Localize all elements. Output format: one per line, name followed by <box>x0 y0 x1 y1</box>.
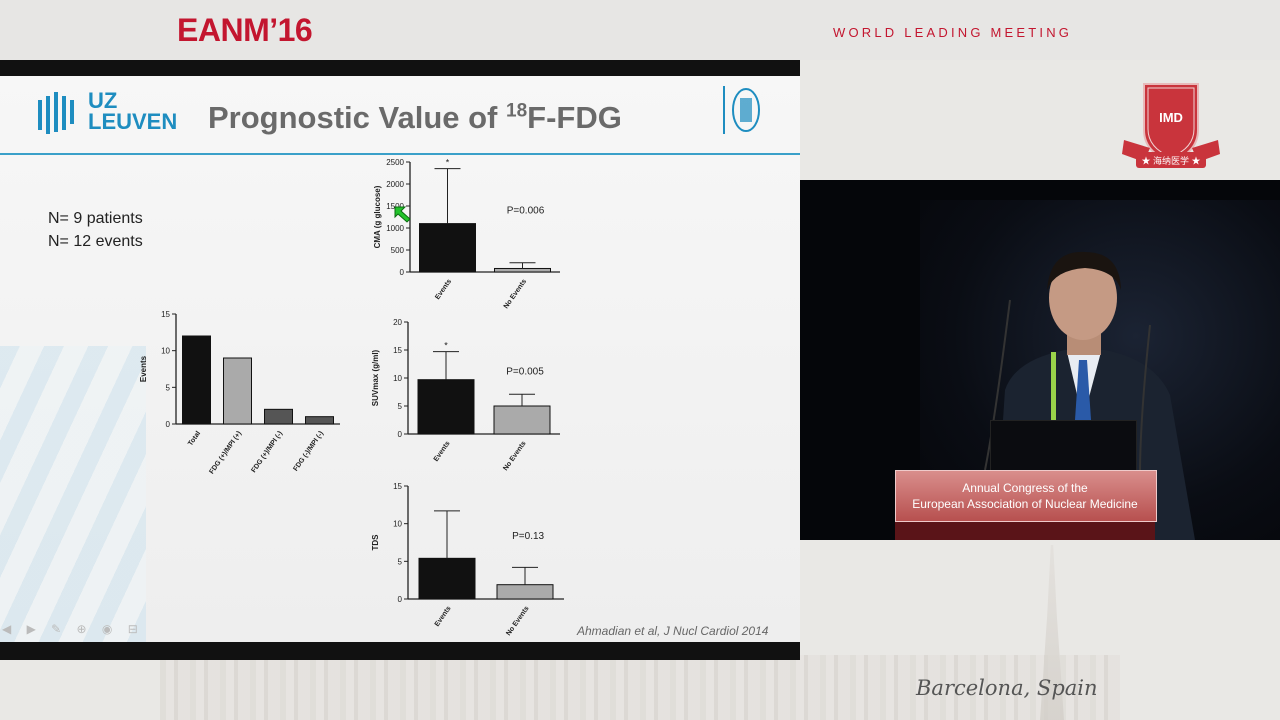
y-axis-label: CMA (g glucose) <box>373 185 382 248</box>
uz-leuven-logo-icon <box>38 92 74 134</box>
y-axis-label: Events <box>140 355 148 382</box>
x-tick-label: No Events <box>502 440 527 472</box>
slide-navigation-icons[interactable]: ◀ ▶ ✎ ⊕ ◉ ⊟ <box>2 622 144 636</box>
x-tick-label: Events <box>434 278 453 301</box>
presentation-slide: UZ LEUVEN Prognostic Value of 18F-FDG N=… <box>0 76 800 642</box>
y-tick-label: 5 <box>398 557 403 566</box>
events-bar-chart: 0 5 10 15 Events Total FDG (+)/MPI (+) FDG (+)/… <box>140 310 340 476</box>
imd-initials: IMD <box>1159 110 1183 125</box>
bar <box>305 416 334 425</box>
x-tick-label: Events <box>433 440 452 463</box>
significance-star: * <box>444 341 448 351</box>
imd-badge: IMD ★ 海纳医学 ★ <box>1122 83 1220 168</box>
y-tick-label: 2000 <box>386 180 404 189</box>
logo-line-uz: UZ <box>88 88 118 113</box>
lectern-line-1: Annual Congress of the <box>962 481 1088 495</box>
x-tick-label: Total <box>187 430 202 447</box>
bar <box>494 267 551 273</box>
pointer-arrow-icon <box>394 206 411 223</box>
header-divider <box>0 153 800 155</box>
y-tick-label: 20 <box>393 318 402 327</box>
y-axis-label: SUVmax (g/ml) <box>371 349 380 406</box>
y-tick-label: 1000 <box>386 224 404 233</box>
x-tick-label: FDG (+)/MPI (-) <box>250 430 284 474</box>
tds-bar-chart: 0 5 10 15 TDS Events No Events P=0.13 <box>371 482 564 637</box>
uz-leuven-logo-text: UZ LEUVEN <box>88 88 178 134</box>
events-count: N= 12 events <box>48 233 143 250</box>
p-value-label: P=0.006 <box>507 206 545 217</box>
significance-star: * <box>446 158 450 168</box>
y-tick-label: 2500 <box>386 158 404 167</box>
x-tick-label: FDG (-)/MPI (-) <box>292 430 325 473</box>
patients-count: N= 9 patients <box>48 210 143 227</box>
x-tick-label: FDG (+)/MPI (+) <box>208 430 243 475</box>
bar <box>419 223 476 273</box>
lectern-banner <box>895 470 1157 522</box>
suvmax-bar-chart: 0 5 10 15 20 SUVmax (g/ml) * Events No Events P=0… <box>371 318 560 472</box>
y-tick-label: 15 <box>393 482 402 491</box>
bar <box>417 379 475 435</box>
x-tick-label: No Events <box>503 278 528 310</box>
y-tick-label: 500 <box>391 246 405 255</box>
eanm-logo: EANM’16 <box>177 12 313 48</box>
y-tick-label: 0 <box>400 268 405 277</box>
y-tick-label: 5 <box>166 383 171 392</box>
laptop <box>990 420 1137 472</box>
top-banner: EANM’16 WORLD LEADING MEETING <box>0 0 1280 60</box>
university-crest-icon <box>723 86 760 134</box>
location-caption: Barcelona, Spain <box>916 676 1098 700</box>
p-value-label: P=0.13 <box>512 531 544 542</box>
speaker-video: Annual Congress of the European Associat… <box>800 180 1280 540</box>
y-tick-label: 10 <box>393 520 402 529</box>
logo-line-leuven: LEUVEN <box>88 109 178 134</box>
y-axis-label: TDS <box>371 534 380 551</box>
slide-header: UZ LEUVEN Prognostic Value of 18F-FDG <box>0 76 800 154</box>
y-tick-label: 5 <box>398 402 403 411</box>
p-value-label: P=0.005 <box>506 367 544 378</box>
y-tick-label: 0 <box>166 420 171 429</box>
slide-decoration <box>0 346 146 642</box>
y-tick-label: 0 <box>398 430 403 439</box>
y-tick-label: 15 <box>393 346 402 355</box>
y-tick-label: 10 <box>161 347 170 356</box>
lectern-line-2: European Association of Nuclear Medicine <box>912 497 1138 511</box>
x-tick-label: Events <box>434 605 453 628</box>
imd-chinese-text: ★ 海纳医学 ★ <box>1141 155 1200 166</box>
y-tick-label: 15 <box>161 310 170 319</box>
bar <box>493 405 551 435</box>
city-skyline-background <box>160 655 1120 720</box>
citation: Ahmadian et al, J Nucl Cardiol 2014 <box>577 624 769 638</box>
bar <box>418 557 476 600</box>
x-tick-label: No Events <box>505 605 530 637</box>
bar <box>264 408 293 425</box>
bar <box>223 357 252 425</box>
cma-bar-chart: 05001000150020002500CMA (g glucose)*Even… <box>373 158 560 310</box>
bar <box>496 584 554 600</box>
y-tick-label: 10 <box>393 374 402 383</box>
bar <box>182 335 211 425</box>
tagline: WORLD LEADING MEETING <box>833 25 1073 40</box>
slide-title: Prognostic Value of 18F-FDG <box>208 100 622 135</box>
y-tick-label: 0 <box>398 595 403 604</box>
